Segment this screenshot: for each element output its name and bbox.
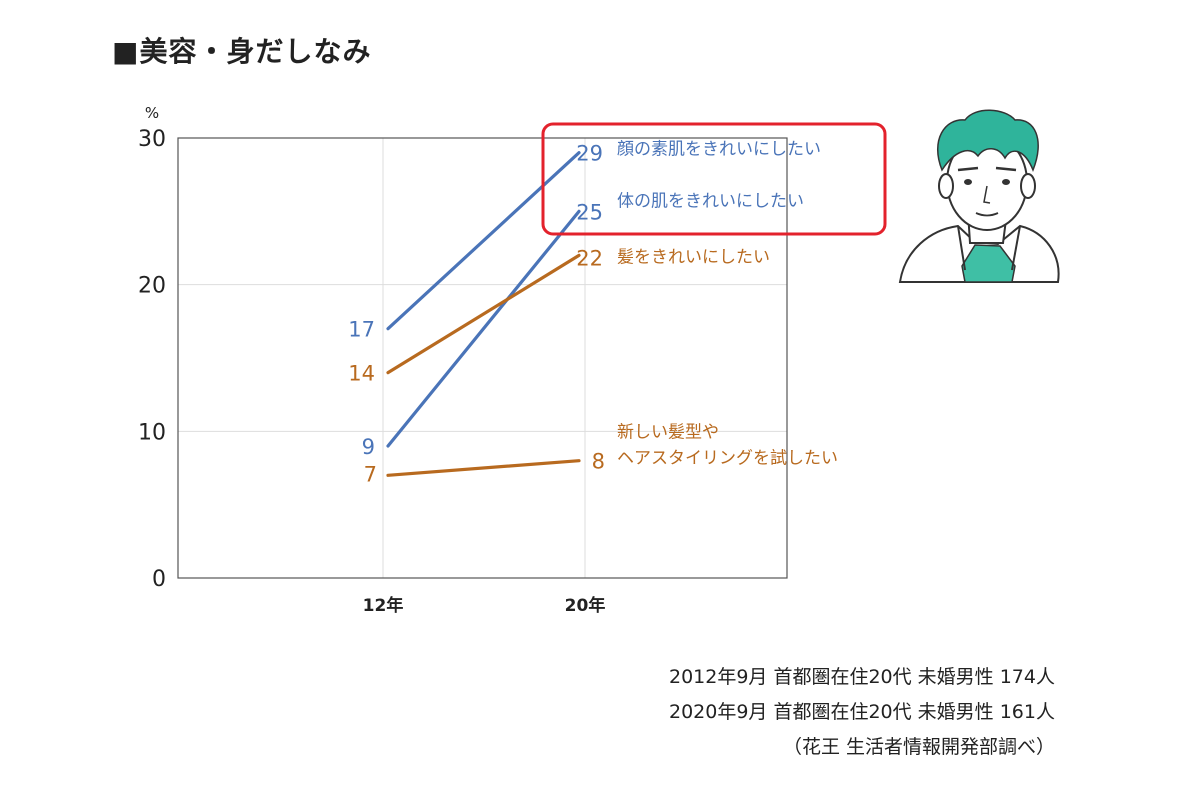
eyebrow-left	[957, 166, 979, 172]
series-line-2	[386, 253, 581, 375]
data-label-end-1: 25	[576, 200, 603, 224]
series-lines	[386, 151, 581, 477]
y-unit-label: %	[145, 104, 159, 122]
axes: 0 10 20 30 12年 20年%	[138, 104, 788, 616]
series-label-1: 体の肌をきれいにしたい	[617, 191, 804, 211]
series-line-3	[386, 459, 581, 477]
series-label-3: 新しい髪型やヘアスタイリングを試したい	[617, 423, 838, 469]
highlight-box	[541, 122, 887, 236]
highlight-rect	[541, 122, 887, 236]
footnote-sample-2020: 2020年9月 首都圏在住20代 未婚男性 161人	[668, 701, 1055, 723]
data-label-end-3: 8	[592, 450, 605, 474]
ear-left	[938, 173, 954, 199]
data-label-start-3: 7	[364, 462, 377, 486]
series-label-line-3-0: 新しい髪型や	[617, 423, 719, 443]
data-label-start-0: 17	[348, 318, 375, 342]
y-tick-label-30: 30	[138, 127, 166, 152]
collar-right	[1011, 225, 1021, 271]
y-tick-label-0: 0	[152, 567, 166, 592]
data-label-start-1: 9	[362, 435, 375, 459]
series-label-line-1-0: 体の肌をきれいにしたい	[617, 191, 804, 211]
collar-left	[957, 225, 966, 271]
ear-right	[1020, 173, 1036, 199]
footnote-sample-2012: 2012年9月 首都圏在住20代 未婚男性 174人	[668, 666, 1055, 688]
series-line-1	[386, 209, 581, 448]
x-tick-label-0: 12年	[363, 595, 404, 616]
series-label-line-2-0: 髪をきれいにしたい	[617, 247, 770, 267]
series-label-0: 顔の素肌をきれいにしたい	[617, 140, 821, 160]
shirt-shape	[961, 244, 1016, 283]
x-tick-label-1: 20年	[565, 595, 606, 616]
series-line-0	[386, 151, 581, 331]
hair-shape	[937, 109, 1039, 173]
eye-left	[964, 179, 972, 185]
y-tick-label-20: 20	[138, 274, 166, 299]
nose-shape	[983, 185, 991, 204]
chart-title: ■美容・身だしなみ	[112, 35, 372, 68]
data-label-end-2: 22	[576, 246, 603, 270]
data-labels: 17 29 顔の素肌をきれいにしたい 9 25 体の肌をきれいにしたい 14 22 髪をきれいに…	[348, 140, 838, 487]
plot-frame	[177, 137, 788, 579]
series-label-line-3-1: ヘアスタイリングを試したい	[617, 449, 838, 469]
young-man-illustration	[898, 109, 1060, 283]
series-label-line-0-0: 顔の素肌をきれいにしたい	[617, 140, 821, 160]
mouth-shape	[975, 212, 999, 217]
y-tick-label-10: 10	[138, 420, 166, 445]
data-label-end-0: 29	[576, 142, 603, 166]
footnote-source: （花王 生活者情報開発部調べ）	[782, 736, 1055, 758]
series-label-2: 髪をきれいにしたい	[617, 247, 770, 267]
eye-right	[1002, 179, 1010, 185]
data-label-start-2: 14	[348, 362, 375, 386]
eyebrow-right	[995, 166, 1017, 172]
